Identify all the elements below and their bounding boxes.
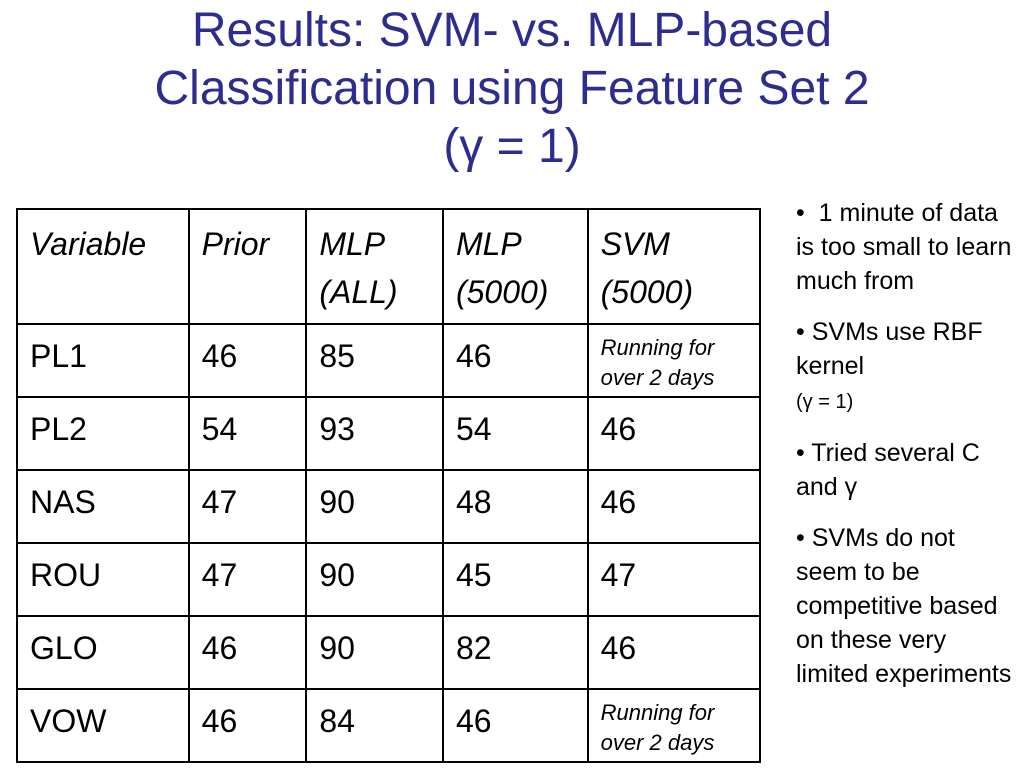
table-row: ROU 47 90 45 47 xyxy=(16,542,762,617)
cell-mlp-5000: 54 xyxy=(441,396,589,471)
note-item: • SVMs use RBF kernel (γ = 1) xyxy=(796,315,1016,419)
header-variable-label: Variable xyxy=(30,226,147,262)
table-row: PL2 54 93 54 46 xyxy=(16,396,762,471)
note-gamma-value: (γ = 1) xyxy=(796,391,854,413)
cell-mlp-5000: 45 xyxy=(441,542,589,617)
cell-prior: 46 xyxy=(187,688,308,763)
cell-prior: 47 xyxy=(187,542,308,617)
table-row: VOW 46 84 46 Running for over 2 days xyxy=(16,688,762,763)
note-item: • SVMs do not seem to be competitive bas… xyxy=(796,521,1016,691)
note-text: SVMs do not seem to be competitive based… xyxy=(796,524,1012,688)
results-table: Variable Prior MLP (ALL) MLP (5000) SVM … xyxy=(16,208,762,763)
cell-mlp-all: 93 xyxy=(305,396,444,471)
cell-prior: 46 xyxy=(187,323,308,398)
bullet-notes: • 1 minute of data is too small to learn… xyxy=(796,196,1016,708)
cell-svm-5000: 46 xyxy=(586,469,762,544)
cell-mlp-5000: 46 xyxy=(441,323,589,398)
cell-variable: PL2 xyxy=(16,396,190,471)
bullet-icon: • xyxy=(796,199,805,227)
cell-mlp-all: 90 xyxy=(305,469,444,544)
header-svm-5000-line2: (5000) xyxy=(600,274,694,310)
cell-variable: GLO xyxy=(16,615,190,690)
header-svm-5000-line1: SVM xyxy=(600,226,670,262)
header-mlp-all-line1: MLP xyxy=(319,226,386,262)
cell-mlp-5000: 46 xyxy=(441,688,589,763)
title-line-3: (γ = 1) xyxy=(443,120,581,173)
cell-svm-5000-note: Running for over 2 days xyxy=(586,688,762,763)
cell-variable: VOW xyxy=(16,688,190,763)
cell-mlp-all: 84 xyxy=(305,688,444,763)
note-text: SVMs use RBF kernel xyxy=(796,318,983,380)
header-svm-5000: SVM (5000) xyxy=(586,208,762,325)
cell-svm-5000: 47 xyxy=(586,542,762,617)
cell-mlp-all: 85 xyxy=(305,323,444,398)
cell-mlp-5000: 48 xyxy=(441,469,589,544)
table-row: GLO 46 90 82 46 xyxy=(16,615,762,690)
note-text: 1 minute of data is too small to learn m… xyxy=(796,199,1012,295)
note-item: • 1 minute of data is too small to learn… xyxy=(796,196,1016,298)
note-item: • Tried several C and γ xyxy=(796,436,1016,504)
table-row: PL1 46 85 46 Running for over 2 days xyxy=(16,323,762,398)
cell-prior: 47 xyxy=(187,469,308,544)
bullet-icon: • xyxy=(796,439,805,467)
bullet-icon: • xyxy=(796,318,805,346)
header-prior: Prior xyxy=(187,208,308,325)
cell-prior: 46 xyxy=(187,615,308,690)
header-mlp-5000-line2: (5000) xyxy=(455,274,549,310)
cell-svm-5000: 46 xyxy=(586,615,762,690)
header-mlp-5000: MLP (5000) xyxy=(441,208,589,325)
header-mlp-5000-line1: MLP xyxy=(455,226,522,262)
cell-mlp-all: 90 xyxy=(305,542,444,617)
table-header-row: Variable Prior MLP (ALL) MLP (5000) SVM … xyxy=(16,208,762,325)
cell-prior: 54 xyxy=(187,396,308,471)
cell-variable: ROU xyxy=(16,542,190,617)
header-mlp-all-line2: (ALL) xyxy=(319,274,398,310)
table-row: NAS 47 90 48 46 xyxy=(16,469,762,544)
cell-variable: NAS xyxy=(16,469,190,544)
slide-title: Results: SVM- vs. MLP-based Classificati… xyxy=(40,2,984,176)
header-variable: Variable xyxy=(16,208,190,325)
title-line-2: Classification using Feature Set 2 xyxy=(154,62,870,115)
cell-svm-5000: 46 xyxy=(586,396,762,471)
note-text: Tried several C and γ xyxy=(796,439,980,501)
bullet-icon: • xyxy=(796,524,805,552)
cell-variable: PL1 xyxy=(16,323,190,398)
header-prior-label: Prior xyxy=(201,226,270,262)
cell-mlp-5000: 82 xyxy=(441,615,589,690)
cell-svm-5000-note: Running for over 2 days xyxy=(586,323,762,398)
header-mlp-all: MLP (ALL) xyxy=(305,208,444,325)
title-line-1: Results: SVM- vs. MLP-based xyxy=(191,4,833,57)
cell-mlp-all: 90 xyxy=(305,615,444,690)
